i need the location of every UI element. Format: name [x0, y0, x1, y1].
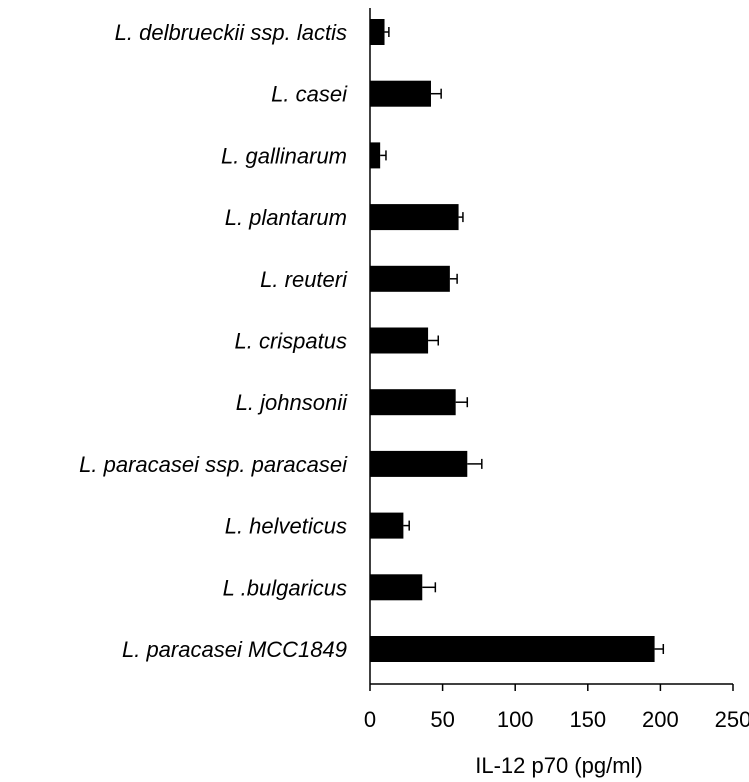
bar	[370, 204, 459, 231]
bar	[370, 636, 655, 662]
x-axis-ticks: 0 50 100 150 200 250	[364, 684, 749, 732]
category-labels: L. delbrueckii ssp. lactis L. casei L. gal…	[79, 20, 348, 662]
bar	[370, 389, 456, 416]
bar	[370, 19, 385, 45]
category-label: L. delbrueckii ssp. lactis	[115, 20, 347, 45]
bar	[370, 327, 429, 354]
x-tick-label: 50	[430, 707, 454, 732]
category-label: L. helveticus	[225, 514, 347, 539]
x-tick-label: 200	[642, 707, 679, 732]
category-label: L. paracasei MCC1849	[122, 637, 347, 662]
x-tick-label: 100	[497, 707, 534, 732]
x-tick-label: 250	[715, 707, 749, 732]
category-label: L. johnsonii	[236, 390, 348, 415]
bar	[370, 265, 450, 292]
category-label: L. plantarum	[225, 205, 347, 230]
bar	[370, 142, 381, 169]
bar	[370, 80, 431, 107]
category-label: L .bulgaricus	[223, 575, 347, 600]
x-tick-label: 0	[364, 707, 376, 732]
x-axis-title: IL-12 p70 (pg/ml)	[475, 753, 643, 778]
category-label: L. gallinarum	[221, 143, 347, 168]
category-label: L. reuteri	[260, 267, 348, 292]
bar	[370, 450, 468, 477]
bar	[370, 574, 423, 601]
category-label: L. casei	[271, 82, 348, 107]
error-bars	[380, 27, 665, 654]
bar	[370, 512, 404, 539]
x-tick-label: 150	[569, 707, 606, 732]
category-label: L. crispatus	[235, 329, 348, 354]
category-label: L. paracasei ssp. paracasei	[79, 452, 348, 477]
bars	[370, 19, 655, 662]
